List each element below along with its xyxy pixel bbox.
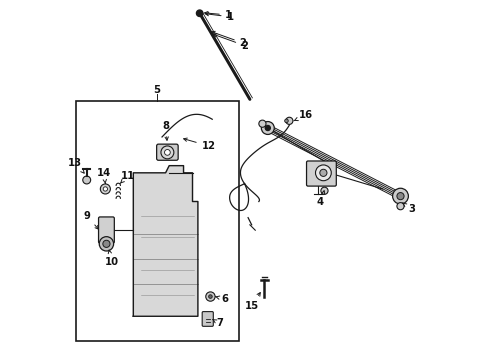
Circle shape — [99, 237, 113, 251]
Circle shape — [100, 184, 110, 194]
Circle shape — [258, 120, 265, 127]
Circle shape — [285, 117, 292, 125]
Text: 9: 9 — [83, 211, 98, 229]
Circle shape — [265, 126, 270, 131]
Text: 1: 1 — [204, 10, 231, 20]
Circle shape — [315, 165, 330, 181]
Circle shape — [319, 169, 326, 176]
Text: 10: 10 — [104, 250, 119, 267]
Circle shape — [396, 193, 403, 200]
Text: 14: 14 — [97, 168, 111, 184]
Text: 2: 2 — [213, 34, 247, 50]
Text: 4: 4 — [316, 191, 324, 207]
FancyBboxPatch shape — [306, 161, 336, 186]
Circle shape — [205, 292, 215, 301]
Circle shape — [392, 188, 407, 204]
Text: 6: 6 — [215, 294, 228, 304]
Circle shape — [261, 122, 274, 134]
Circle shape — [102, 240, 110, 247]
FancyBboxPatch shape — [99, 217, 114, 243]
FancyBboxPatch shape — [202, 312, 213, 326]
Circle shape — [396, 203, 403, 210]
Text: 5: 5 — [153, 85, 160, 95]
Circle shape — [208, 295, 212, 298]
Circle shape — [103, 187, 107, 191]
Circle shape — [196, 10, 203, 17]
Text: 12: 12 — [183, 138, 215, 151]
Text: 8: 8 — [162, 121, 169, 140]
Circle shape — [320, 187, 327, 194]
Circle shape — [284, 119, 287, 123]
Text: 16: 16 — [293, 111, 313, 121]
Circle shape — [164, 149, 170, 155]
Polygon shape — [133, 166, 198, 316]
FancyBboxPatch shape — [156, 144, 178, 160]
Circle shape — [82, 176, 90, 184]
Text: 15: 15 — [244, 293, 260, 311]
Text: 13: 13 — [68, 158, 84, 173]
Text: 1: 1 — [205, 12, 233, 22]
Text: 11: 11 — [120, 171, 135, 184]
Circle shape — [161, 146, 174, 159]
Text: 7: 7 — [212, 319, 223, 328]
Text: 3: 3 — [402, 203, 414, 215]
Bar — [76, 101, 239, 341]
Text: 2: 2 — [211, 31, 246, 48]
